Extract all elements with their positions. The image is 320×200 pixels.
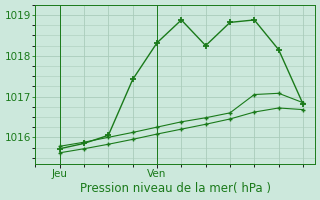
X-axis label: Pression niveau de la mer( hPa ): Pression niveau de la mer( hPa ) [80, 182, 271, 195]
